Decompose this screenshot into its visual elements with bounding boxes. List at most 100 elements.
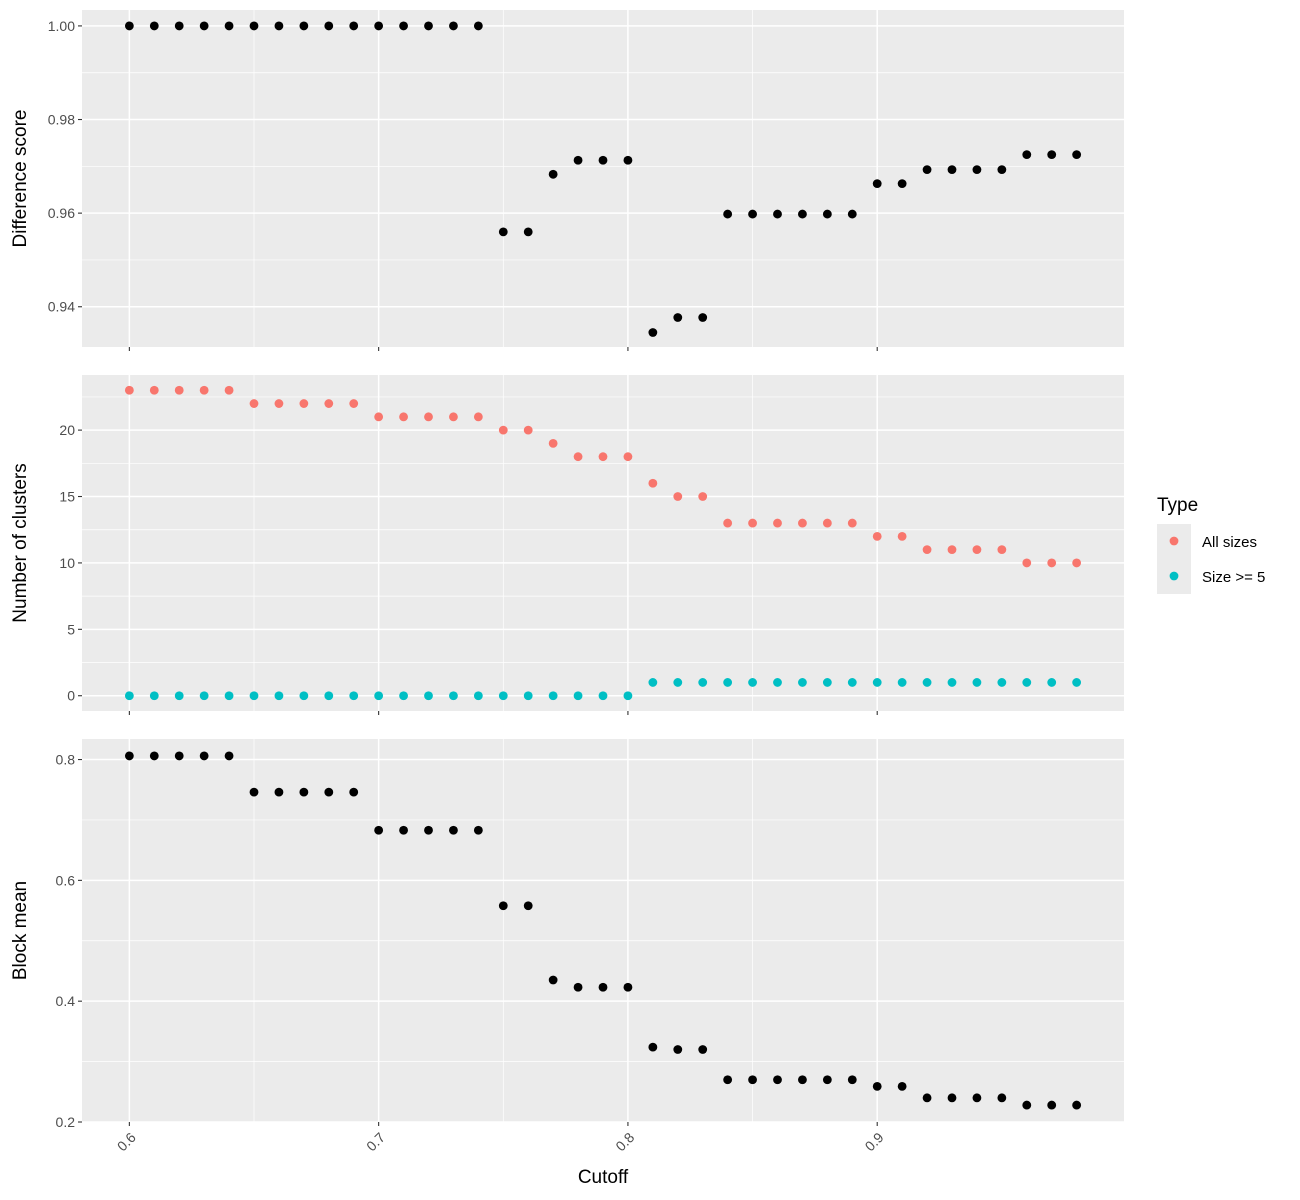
data-point <box>124 691 134 701</box>
data-point <box>548 169 558 179</box>
y-tick-label: 0.98 <box>48 112 75 128</box>
data-point <box>1047 678 1057 687</box>
data-point <box>199 751 209 761</box>
data-point <box>673 313 683 322</box>
data-point <box>648 678 658 687</box>
data-point <box>698 678 708 687</box>
data-point <box>1072 1100 1082 1110</box>
data-point <box>274 787 284 797</box>
data-point <box>673 678 683 687</box>
data-point <box>847 209 857 219</box>
data-point <box>1022 150 1032 160</box>
data-point <box>723 678 733 687</box>
series-points <box>124 678 1082 701</box>
y-tick-label: 0.4 <box>56 993 76 1009</box>
data-point <box>324 21 334 31</box>
data-point <box>374 825 384 835</box>
data-point <box>548 691 558 701</box>
data-point <box>149 385 159 395</box>
data-point <box>922 1093 932 1103</box>
data-point <box>249 21 259 31</box>
data-point <box>623 452 633 462</box>
data-point <box>249 691 259 701</box>
data-point <box>847 1075 857 1085</box>
legend-key-point <box>1169 536 1179 546</box>
data-point <box>424 21 433 31</box>
data-point <box>324 691 334 701</box>
data-point <box>1047 1100 1057 1110</box>
data-point <box>1022 558 1032 568</box>
data-point <box>947 1093 957 1103</box>
x-tick-label: 0.7 <box>363 1129 388 1154</box>
data-point <box>872 1081 882 1091</box>
data-point <box>274 399 284 408</box>
panel-1: 0.94 0.96 0.98 1.00 Difference score <box>10 10 1124 351</box>
y-tick-label: 0.2 <box>56 1114 76 1130</box>
data-point <box>598 982 608 992</box>
data-point <box>947 545 957 555</box>
data-point <box>149 21 159 31</box>
data-point <box>399 825 408 835</box>
data-point <box>748 209 757 219</box>
data-point <box>124 385 134 395</box>
panel-2: 0 5 10 15 20 Number of clusters <box>10 375 1124 715</box>
data-point <box>274 691 284 701</box>
data-point <box>224 21 234 31</box>
data-point <box>399 21 408 31</box>
data-point <box>449 691 458 701</box>
y-tick-label: 10 <box>59 555 75 571</box>
panel-background <box>82 375 1124 711</box>
data-point <box>997 678 1007 687</box>
data-point <box>897 678 907 687</box>
data-point <box>748 1075 757 1085</box>
y-axis-title: Difference score <box>10 110 31 248</box>
data-point <box>473 21 483 31</box>
data-point <box>623 155 633 165</box>
data-point <box>1022 678 1032 687</box>
x-axis-title: Cutoff <box>578 1167 629 1188</box>
y-tick-label: 1.00 <box>48 18 75 34</box>
data-point <box>349 691 359 701</box>
data-point <box>1047 558 1057 568</box>
data-point <box>573 452 583 462</box>
data-point <box>773 1075 782 1085</box>
data-point <box>224 691 234 701</box>
data-point <box>872 531 882 541</box>
data-point <box>299 691 309 701</box>
data-point <box>349 399 359 408</box>
data-point <box>274 21 284 31</box>
legend-title: Type <box>1157 495 1198 516</box>
data-point <box>374 412 384 422</box>
x-tick-label: 0.6 <box>114 1129 139 1154</box>
data-point <box>498 691 508 701</box>
legend-items: All sizes Size >= 5 <box>1169 534 1265 586</box>
data-point <box>623 982 633 992</box>
data-point <box>299 21 309 31</box>
data-point <box>698 1045 708 1054</box>
data-point <box>449 412 458 422</box>
x-tick-labels: 0.6 0.7 0.8 0.9 <box>114 1129 887 1154</box>
data-point <box>972 1093 982 1103</box>
data-point <box>174 691 184 701</box>
data-point <box>523 227 533 237</box>
data-point <box>449 21 458 31</box>
y-axis-title: Number of clusters <box>10 463 31 622</box>
data-point <box>449 825 458 835</box>
data-point <box>997 545 1007 555</box>
data-point <box>648 478 658 488</box>
panel-background <box>82 10 1124 347</box>
y-tick-label: 5 <box>67 621 75 637</box>
data-point <box>374 21 384 31</box>
y-tick-label: 0 <box>67 688 75 704</box>
data-point <box>822 518 832 528</box>
data-point <box>1047 150 1057 160</box>
data-point <box>673 492 683 501</box>
panel-background <box>82 739 1124 1122</box>
legend-label: Size >= 5 <box>1202 569 1265 586</box>
data-point <box>149 691 159 701</box>
data-point <box>798 209 807 219</box>
data-point <box>822 1075 832 1085</box>
data-point <box>349 21 359 31</box>
data-point <box>897 531 907 541</box>
data-point <box>299 787 309 797</box>
